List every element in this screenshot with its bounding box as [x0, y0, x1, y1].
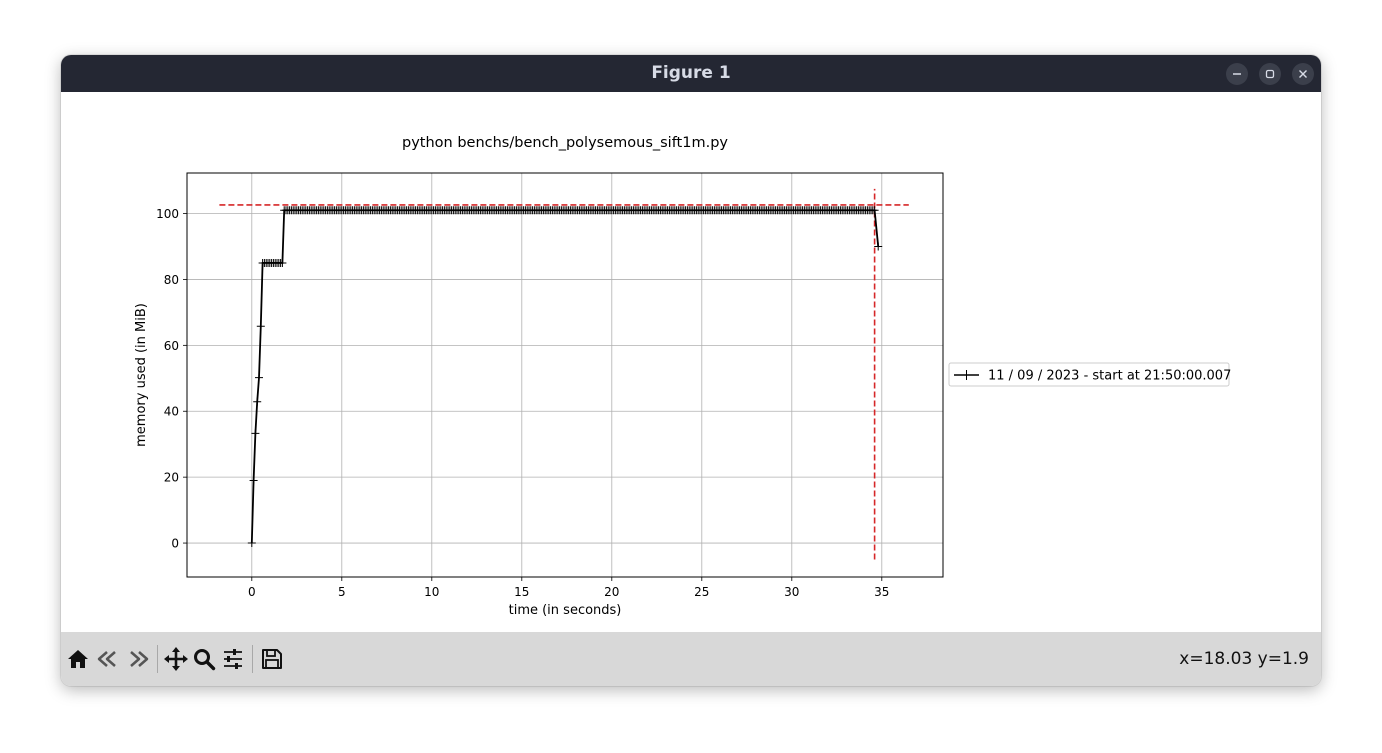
y-tick-label: 80	[164, 273, 179, 287]
minimize-icon	[1233, 73, 1241, 75]
data-point	[870, 206, 879, 215]
series-layer	[247, 206, 883, 548]
back-icon	[97, 651, 116, 667]
data-point	[249, 476, 258, 485]
maximize-icon	[1265, 69, 1275, 79]
legend-frame	[948, 362, 1230, 387]
navigation-toolbar: x=18.03 y=1.9	[61, 632, 1321, 686]
data-point	[256, 322, 265, 331]
grid	[187, 173, 943, 577]
x-tick-label: 5	[338, 585, 346, 599]
figure-window: Figure 1 python benchs/bench_polysemous_…	[61, 55, 1321, 686]
series-line	[250, 209, 880, 544]
cursor-coordinates: x=18.03 y=1.9	[1179, 649, 1309, 669]
zoom-button[interactable]	[190, 645, 218, 673]
close-icon	[1299, 70, 1307, 78]
memory-chart[interactable]: python benchs/bench_polysemous_sift1m.py…	[61, 92, 1321, 632]
y-tick-label: 0	[171, 537, 179, 551]
zoom-icon	[194, 649, 216, 671]
plot-area	[186, 172, 944, 578]
legend-marker-sample	[961, 370, 972, 380]
minimize-button[interactable]	[1226, 63, 1248, 85]
back-button[interactable]	[94, 645, 122, 673]
y-tick-label: 60	[164, 339, 179, 353]
x-tick-label: 20	[604, 585, 619, 599]
save-button[interactable]	[258, 645, 286, 673]
home-icon	[68, 650, 88, 668]
pan-button[interactable]	[162, 645, 190, 673]
axis-ticks: 0 5 10 15 20 25 30 35 0 20 40 60 80 100	[156, 207, 889, 599]
x-tick-label: 15	[514, 585, 529, 599]
window-title: Figure 1	[651, 63, 731, 83]
configure-subplots-icon	[224, 649, 242, 669]
data-point	[874, 242, 883, 251]
close-button[interactable]	[1292, 63, 1314, 85]
legend-entry: 11 / 09 / 2023 - start at 21:50:00.007	[988, 369, 1231, 384]
y-axis-label: memory used (in MiB)	[134, 303, 149, 447]
data-point	[255, 373, 263, 382]
x-tick-label: 30	[784, 585, 799, 599]
y-tick-label: 20	[164, 471, 179, 485]
x-tick-label: 25	[694, 585, 709, 599]
x-axis-label: time (in seconds)	[509, 603, 622, 618]
title-bar[interactable]: Figure 1	[61, 55, 1321, 92]
toolbar-separator	[157, 645, 158, 673]
pan-icon	[164, 647, 188, 671]
y-tick-label: 40	[164, 405, 179, 419]
forward-button[interactable]	[124, 645, 152, 673]
data-point	[278, 258, 287, 267]
maximize-button[interactable]	[1259, 63, 1281, 85]
forward-icon	[130, 651, 149, 667]
max-markers	[219, 188, 909, 560]
x-tick-label: 0	[248, 585, 256, 599]
configure-subplots-button[interactable]	[219, 645, 247, 673]
toolbar-separator	[252, 645, 253, 673]
y-tick-label: 100	[156, 207, 179, 221]
x-tick-label: 10	[424, 585, 439, 599]
save-icon	[262, 649, 282, 669]
chart-title: python benchs/bench_polysemous_sift1m.py	[402, 135, 728, 151]
data-point	[247, 539, 256, 548]
legend: 11 / 09 / 2023 - start at 21:50:00.007	[948, 362, 1231, 387]
figure-canvas[interactable]: python benchs/bench_polysemous_sift1m.py…	[61, 92, 1321, 632]
data-point	[251, 429, 260, 438]
data-point	[253, 397, 262, 406]
x-tick-label: 35	[874, 585, 889, 599]
home-button[interactable]	[64, 645, 92, 673]
